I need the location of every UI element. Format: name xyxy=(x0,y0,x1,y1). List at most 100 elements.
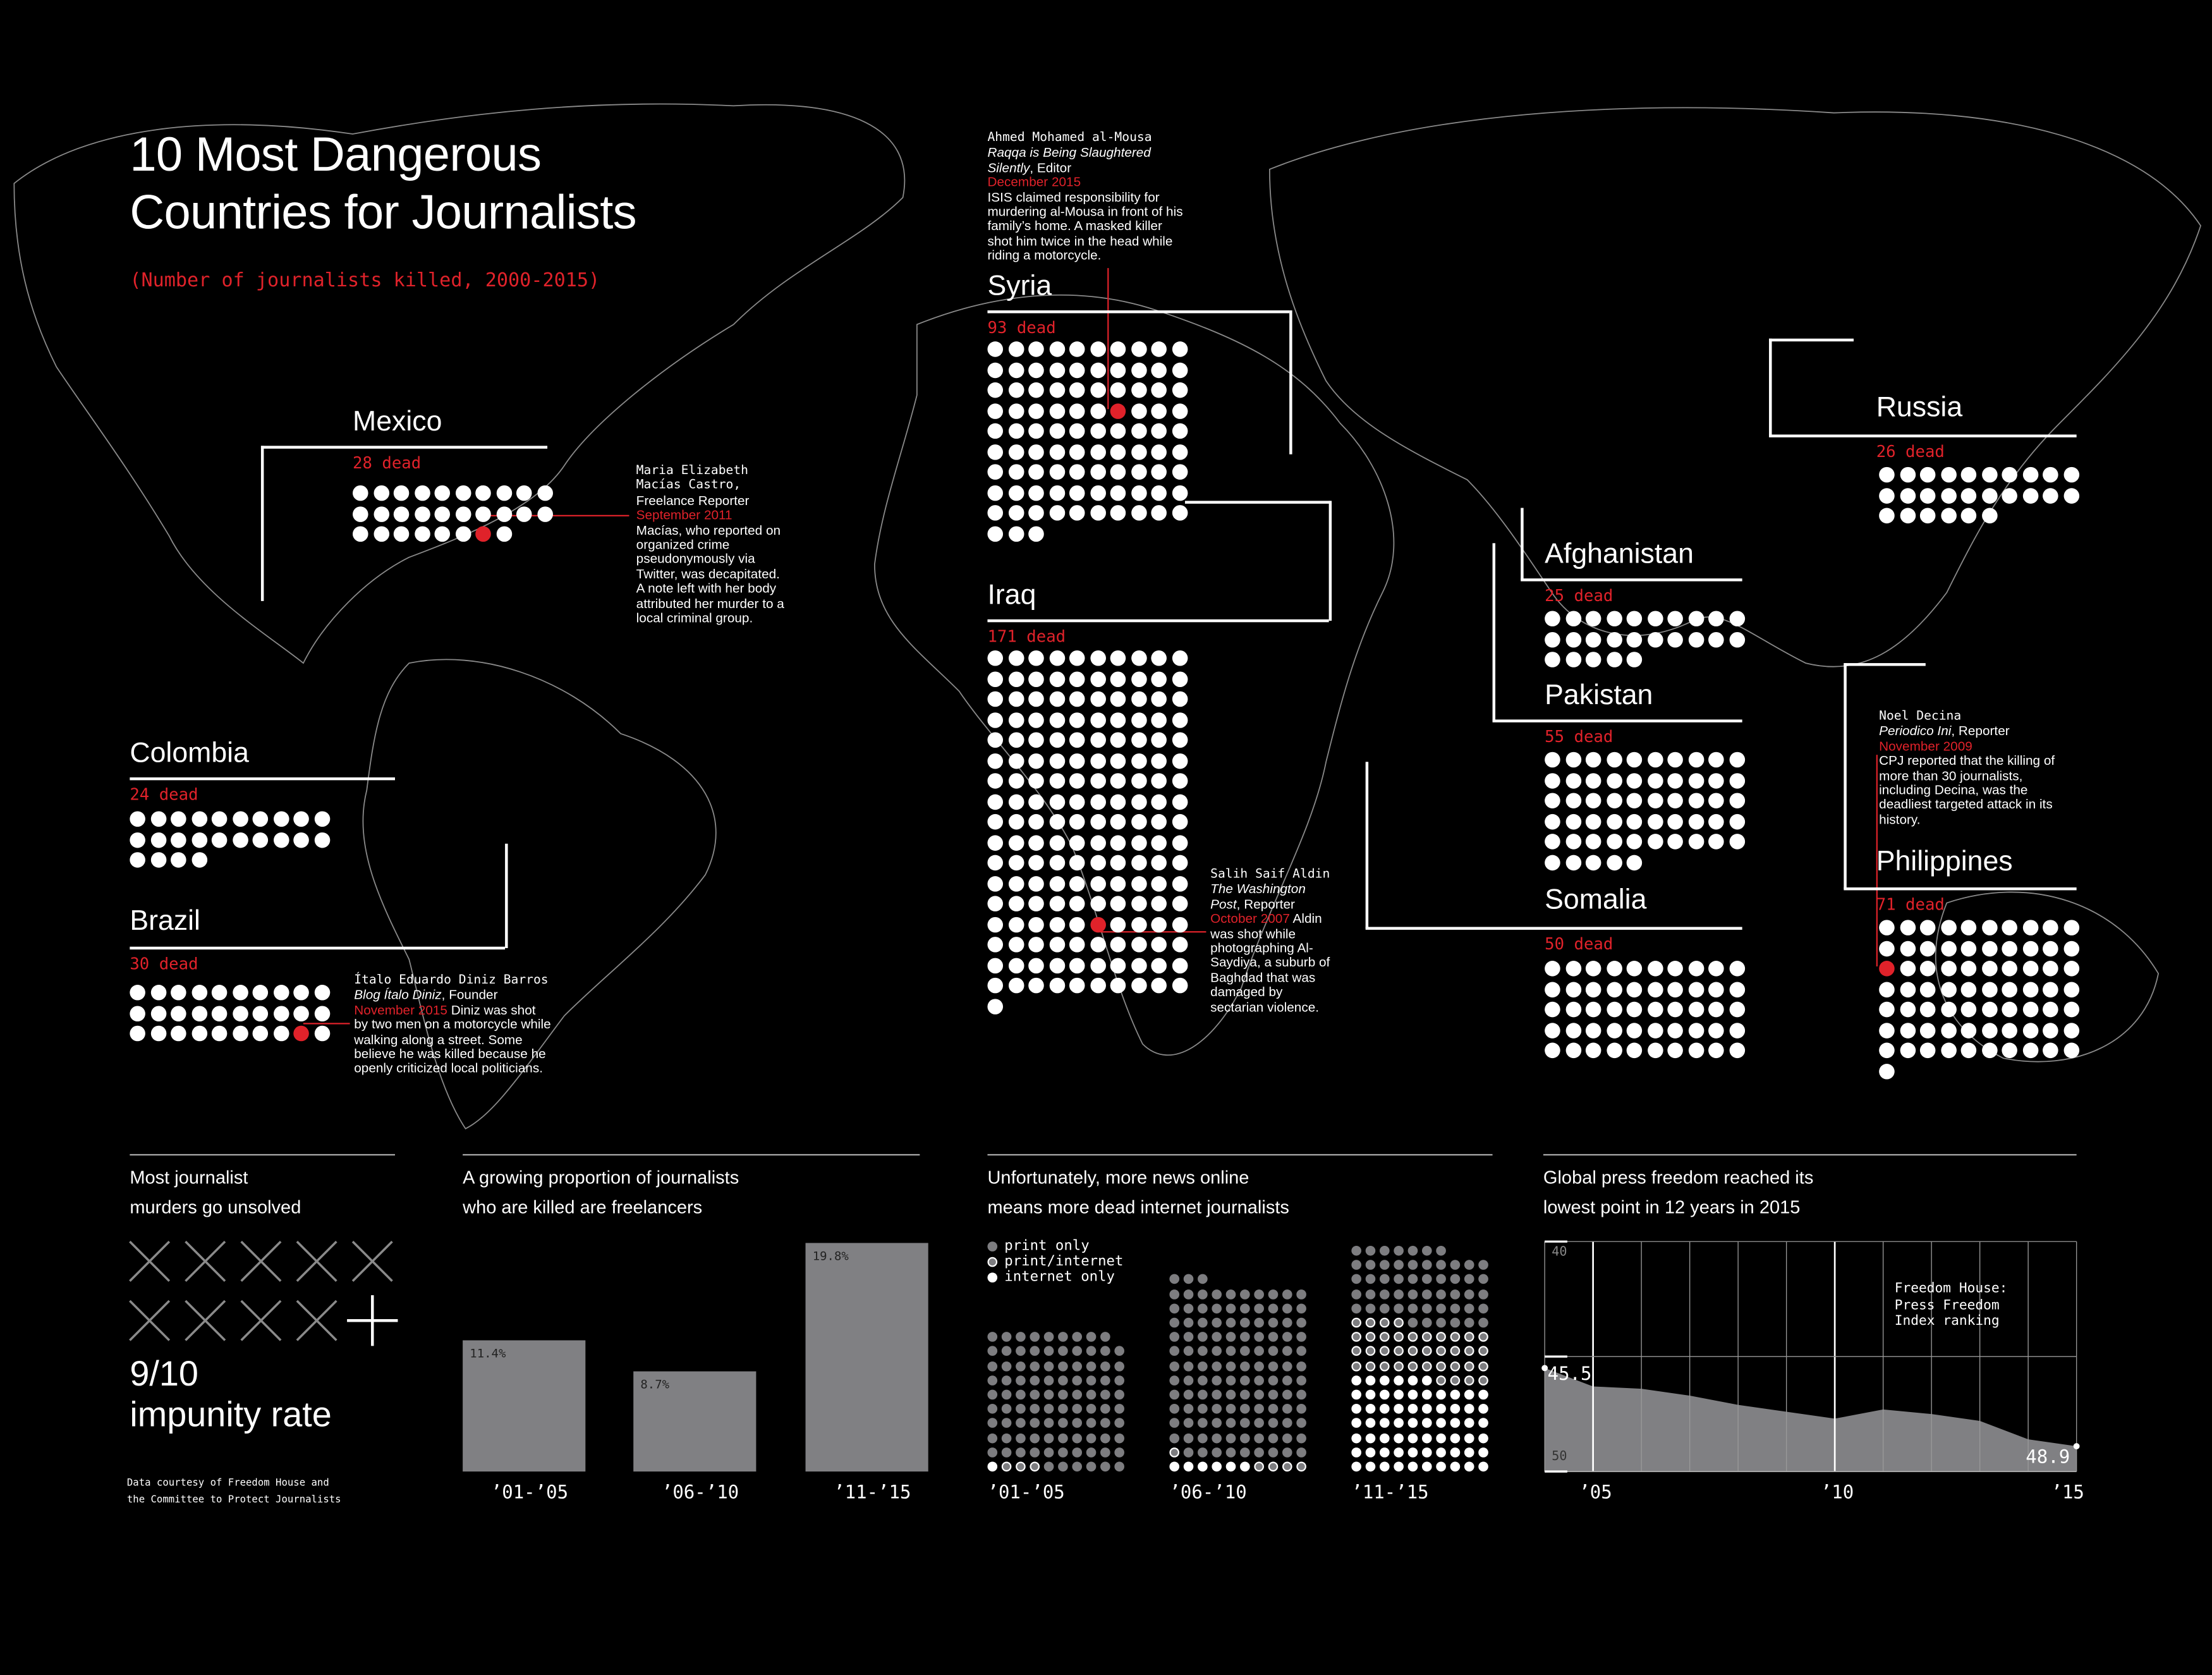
print-only-dot xyxy=(1086,1418,1097,1428)
victim-dot xyxy=(130,852,145,868)
print-only-dot xyxy=(1100,1361,1110,1371)
victim-dot xyxy=(1646,981,1663,997)
print-only-dot xyxy=(1394,1289,1404,1299)
victim-dot xyxy=(1151,977,1167,994)
victim-dot xyxy=(1960,940,1977,956)
legend-item-internet: internet only xyxy=(987,1270,1123,1285)
print-only-dot xyxy=(1296,1332,1306,1343)
victim-dot xyxy=(1131,423,1146,439)
victim-dot xyxy=(1687,813,1704,829)
victim-dot xyxy=(1007,957,1024,973)
victim-dot xyxy=(1171,957,1188,973)
victim-dot xyxy=(1131,957,1146,973)
victim-dot xyxy=(272,1005,289,1021)
x-tick-label: ’05 xyxy=(1579,1482,1612,1504)
print-only-dot xyxy=(1212,1317,1222,1328)
print-only-dot xyxy=(1240,1317,1250,1328)
internet-only-dot xyxy=(1450,1447,1461,1458)
print-only-dot xyxy=(1169,1346,1180,1356)
unsolved-x-icon xyxy=(129,1240,171,1282)
victim-dot xyxy=(191,1025,207,1042)
dead-count-afghanistan: 25 dead xyxy=(1545,585,1613,606)
victim-dot xyxy=(1110,671,1126,686)
x-tick-label: ’10 xyxy=(1820,1482,1854,1504)
print-only-dot xyxy=(1240,1289,1250,1299)
victim-dot xyxy=(1069,403,1085,418)
print-only-dot xyxy=(1043,1346,1054,1356)
victim-dot xyxy=(987,443,1004,460)
victim-dot xyxy=(1090,671,1105,686)
highlighted-victim-dot xyxy=(475,526,491,542)
victim-dot xyxy=(1028,793,1044,810)
online-legend: print only print/internet internet only xyxy=(987,1239,1123,1285)
victim-dot xyxy=(130,985,145,1001)
victim-dot xyxy=(1048,916,1065,932)
victim-dot xyxy=(272,811,289,827)
legend-item-print-internet: print/internet xyxy=(987,1254,1123,1270)
victim-dot xyxy=(1007,977,1024,994)
print-internet-dot xyxy=(1421,1346,1432,1356)
victim-dot xyxy=(1585,611,1601,627)
print-only-dot xyxy=(1198,1389,1208,1400)
victim-dot xyxy=(1981,466,1997,483)
victim-dot xyxy=(1110,977,1126,994)
annotation-mexico: Maria Elizabeth Macías Castro, Freelance… xyxy=(636,464,784,626)
syria-connector xyxy=(1289,310,1292,454)
victim-dot xyxy=(1028,464,1044,480)
print-only-dot xyxy=(987,1418,998,1428)
print-internet-dot xyxy=(1450,1361,1461,1371)
victim-dot xyxy=(1585,834,1601,850)
victim-dot xyxy=(1028,916,1044,932)
internet-only-dot xyxy=(1379,1375,1390,1386)
victim-dot xyxy=(1667,631,1683,647)
victim-dot xyxy=(1626,981,1643,997)
internet-only-dot xyxy=(987,1461,998,1472)
victim-dot xyxy=(1171,691,1188,707)
dead-count-colombia: 24 dead xyxy=(130,784,198,805)
print-only-dot xyxy=(1478,1260,1488,1270)
victim-dot xyxy=(1171,752,1188,769)
internet-only-dot xyxy=(1450,1404,1461,1414)
victim-dot xyxy=(1069,957,1085,973)
print-only-dot xyxy=(1240,1404,1250,1414)
print-only-dot xyxy=(1282,1389,1292,1400)
country-rule-pakistan xyxy=(1492,719,1742,722)
print-internet-dot xyxy=(1464,1332,1474,1343)
victim-dot xyxy=(2002,1022,2017,1038)
print-only-dot xyxy=(1030,1375,1040,1386)
print-only-dot xyxy=(1198,1332,1208,1343)
victim-dot xyxy=(1110,916,1126,932)
internet-only-dot xyxy=(1407,1375,1418,1386)
victim-dot xyxy=(1545,834,1560,850)
victim-dot xyxy=(2063,1042,2079,1059)
print-only-dot xyxy=(1254,1361,1264,1371)
victim-dot xyxy=(1171,937,1188,953)
victim-dot xyxy=(1028,834,1044,850)
victim-name: Noel Decina xyxy=(1879,709,1962,724)
victim-dot xyxy=(171,985,186,1001)
victim-dot xyxy=(1606,772,1622,788)
victim-dot xyxy=(1960,1001,1977,1018)
victim-dot xyxy=(1960,466,1977,483)
country-rule-iraq xyxy=(987,619,1329,622)
victim-dot xyxy=(987,834,1004,850)
victim-dot xyxy=(1899,1022,1916,1038)
victim-dot xyxy=(1069,712,1085,728)
victim-dot xyxy=(1687,1042,1704,1059)
print-only-dot xyxy=(1058,1361,1068,1371)
print-only-dot xyxy=(1030,1447,1040,1458)
unsolved-x-icon xyxy=(240,1240,282,1282)
victim-dot xyxy=(1729,961,1744,977)
bar-value-label: 11.4% xyxy=(470,1347,506,1361)
victim-dot xyxy=(987,403,1004,418)
victim-dot xyxy=(1090,464,1105,480)
victim-dot xyxy=(1151,896,1167,911)
victim-dot xyxy=(1171,505,1188,521)
print-only-dot xyxy=(1436,1317,1446,1328)
victim-dot xyxy=(1687,834,1704,850)
victim-dot xyxy=(1131,362,1146,378)
print-only-dot xyxy=(1450,1317,1461,1328)
internet-only-dot xyxy=(1351,1447,1361,1458)
victim-dot xyxy=(1151,443,1167,460)
victim-date: November 2015 xyxy=(354,1002,447,1017)
